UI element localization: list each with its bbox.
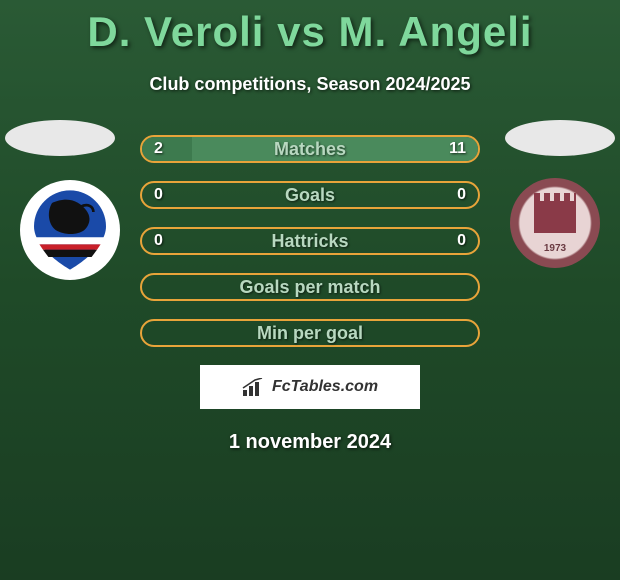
stat-row: 2 11 Matches [140, 135, 480, 163]
stat-row: 0 0 Hattricks [140, 227, 480, 255]
cittadella-crest-icon: 1973 [510, 178, 600, 268]
date-label: 1 november 2024 [0, 431, 620, 454]
stat-row: Goals per match [140, 273, 480, 301]
stat-row: Min per goal [140, 319, 480, 347]
castle-icon [534, 201, 576, 233]
stat-value-right: 0 [457, 186, 466, 204]
stat-value-right: 11 [449, 140, 466, 158]
sampdoria-crest-icon [25, 185, 115, 275]
stats-container: 2 11 Matches 0 0 Goals 0 0 Hattricks Goals per ma… [140, 135, 480, 347]
attribution-badge: FcTables.com [200, 365, 420, 409]
bar-fill-left [142, 137, 192, 161]
subtitle: Club competitions, Season 2024/2025 [0, 74, 620, 95]
club-crest-right: 1973 [510, 178, 600, 268]
stat-label: Min per goal [257, 323, 363, 344]
stat-value-right: 0 [457, 232, 466, 250]
stat-value-left: 0 [154, 232, 163, 250]
club-crest-left [20, 180, 120, 280]
stat-label: Goals per match [239, 277, 380, 298]
chart-icon [242, 378, 266, 396]
attribution-text: FcTables.com [272, 378, 378, 396]
stat-value-left: 0 [154, 186, 163, 204]
page-title: D. Veroli vs M. Angeli [0, 0, 620, 56]
stat-row: 0 0 Goals [140, 181, 480, 209]
crest-year: 1973 [544, 243, 566, 254]
player-left-silhouette [5, 120, 115, 156]
stat-label: Goals [285, 185, 335, 206]
stat-label: Matches [274, 139, 346, 160]
stat-label: Hattricks [271, 231, 348, 252]
stat-value-left: 2 [154, 140, 163, 158]
player-right-silhouette [505, 120, 615, 156]
